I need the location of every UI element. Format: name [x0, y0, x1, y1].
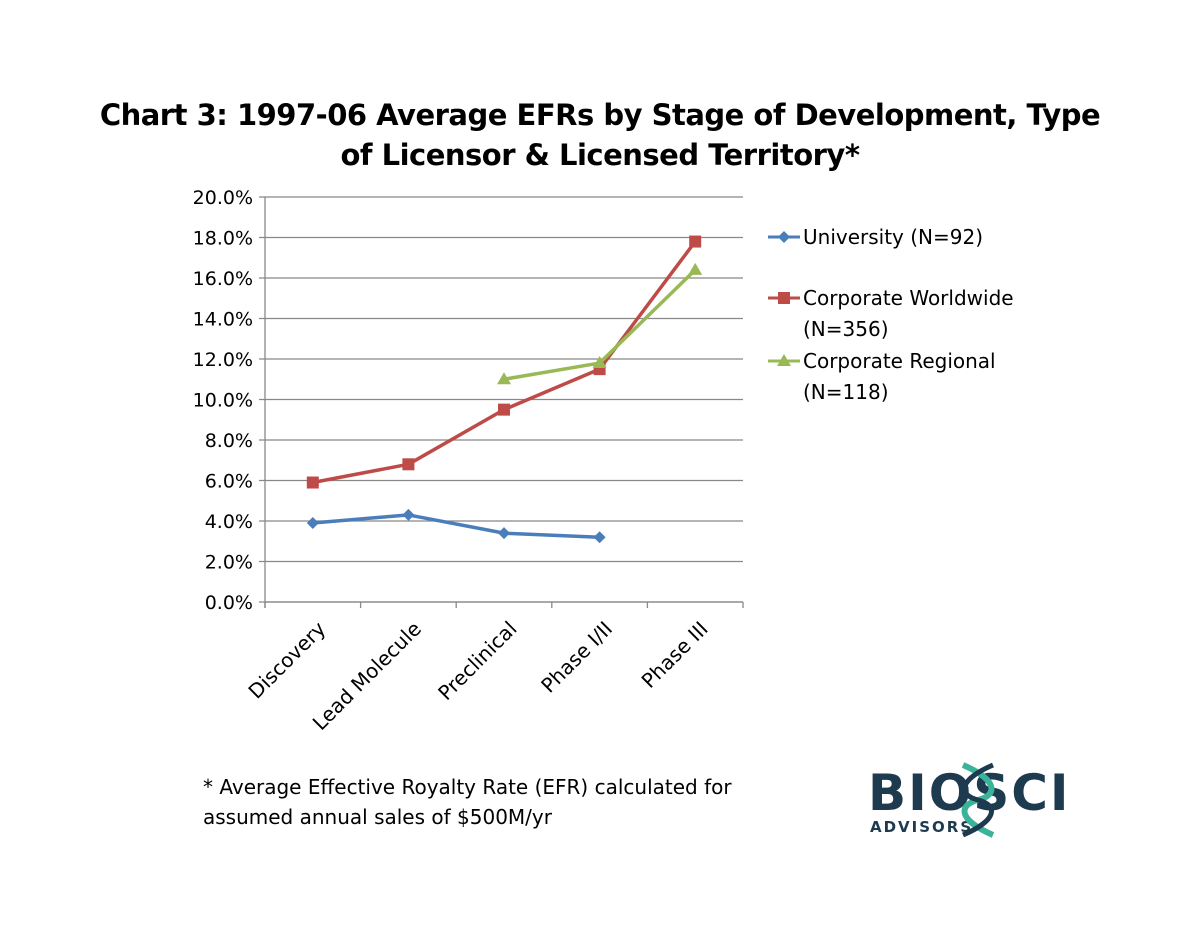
data-point	[592, 356, 607, 369]
y-tick-label: 2.0%	[205, 552, 253, 574]
y-tick-label: 12.0%	[193, 349, 253, 371]
y-tick-label: 0.0%	[205, 592, 253, 614]
legend-label: (N=356)	[803, 317, 889, 341]
y-tick-label: 10.0%	[193, 390, 253, 412]
data-point	[306, 476, 319, 489]
x-category-label: Preclinical	[433, 617, 521, 705]
legend-marker	[777, 354, 791, 366]
footnote-line-1: * Average Effective Royalty Rate (EFR) c…	[203, 775, 732, 799]
footnote: * Average Effective Royalty Rate (EFR) c…	[203, 772, 732, 832]
data-point	[593, 531, 606, 544]
y-tick-label: 14.0%	[193, 309, 253, 331]
y-tick-label: 4.0%	[205, 511, 253, 533]
data-point	[689, 235, 702, 248]
data-point	[498, 403, 510, 416]
dna-helix-icon	[961, 762, 995, 838]
data-point	[402, 508, 415, 521]
data-point	[306, 517, 319, 530]
legend-label: University (N=92)	[803, 225, 983, 249]
legend-label: Corporate Worldwide	[803, 286, 1014, 310]
chart-title: Chart 3: 1997-06 Average EFRs by Stage o…	[99, 98, 1101, 172]
data-point	[688, 262, 703, 275]
y-tick-label: 8.0%	[205, 430, 253, 452]
y-tick-label: 20.0%	[193, 187, 253, 209]
logo-subtitle: ADVISORS	[870, 818, 974, 836]
y-tick-label: 6.0%	[205, 471, 253, 493]
y-tick-label: 16.0%	[193, 268, 253, 290]
legend-label: Corporate Regional	[803, 349, 996, 373]
legend-marker	[778, 231, 790, 243]
data-point	[497, 372, 511, 385]
x-category-label: Phase III	[637, 617, 713, 693]
x-category-label: Discovery	[243, 616, 330, 703]
legend-label: (N=118)	[803, 380, 889, 404]
data-point	[402, 458, 415, 471]
y-tick-label: 18.0%	[193, 228, 253, 250]
legend-marker	[778, 292, 790, 304]
data-point	[498, 527, 510, 540]
footnote-line-2: assumed annual sales of $500M/yr	[203, 805, 552, 829]
biosci-logo: BIOSCI ADVISORS	[865, 760, 1115, 840]
x-category-label: Phase I/II	[536, 617, 617, 698]
series-line-0	[312, 513, 600, 539]
